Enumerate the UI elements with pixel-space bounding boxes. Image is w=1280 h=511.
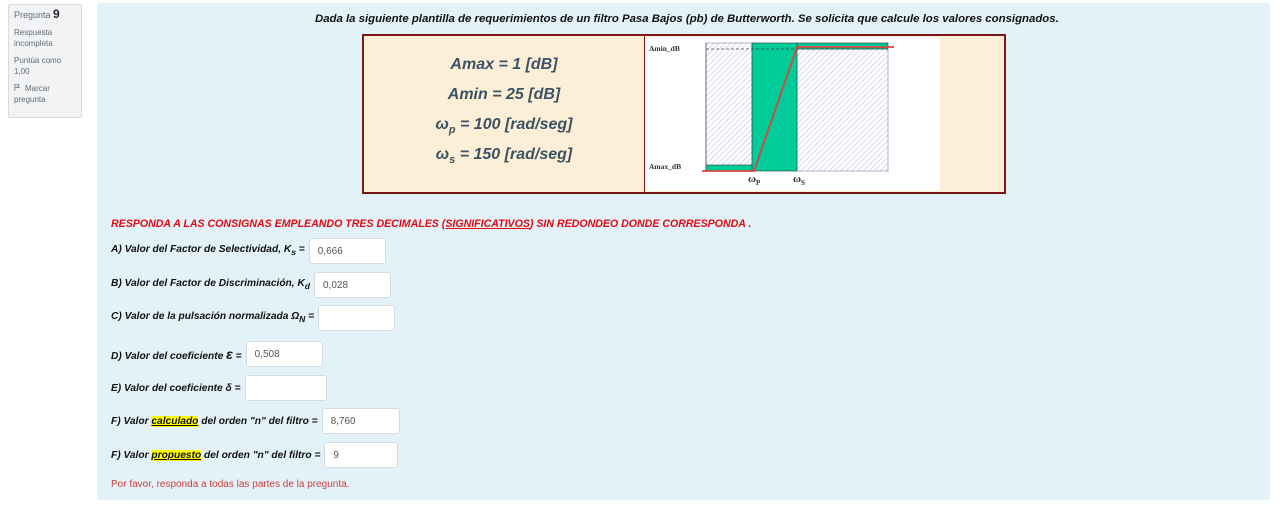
field-f1-rest: del orden "n" del filtro = — [198, 415, 318, 427]
instruction-text: RESPONDA A LAS CONSIGNAS EMPLEANDO TRES … — [111, 218, 751, 230]
field-row-d: D) Valor del coeficiente ε = — [111, 341, 323, 367]
field-f2-prefix: F) Valor — [111, 449, 152, 461]
field-label-b-sub: d — [304, 281, 310, 292]
ws-tick-symbol: ω — [793, 173, 802, 185]
field-label-f-proposed: F) Valor propuesto del orden "n" del fil… — [111, 449, 321, 461]
wp-tick-label: ωP — [748, 173, 760, 187]
filter-response-curve — [702, 46, 894, 172]
question-number-value: 9 — [53, 7, 60, 21]
field-label-a: A) Valor del Factor de Selectividad, Ks … — [111, 244, 305, 257]
wp-subscript: p — [448, 124, 456, 137]
filter-template-svg — [702, 42, 894, 172]
normalized-pulsation-input[interactable] — [318, 305, 396, 331]
amax-axis-label: Amax_dB — [649, 162, 682, 171]
field-label-c-text: C) Valor de la pulsación normalizada Ω — [111, 311, 300, 323]
question-status: Respuesta incompleta — [14, 28, 53, 48]
flag-icon — [14, 84, 20, 91]
field-label-c-sub: N — [299, 314, 306, 325]
proposed-order-input[interactable] — [324, 442, 399, 468]
question-label: Pregunta — [14, 10, 51, 20]
field-row-b: B) Valor del Factor de Discriminación, K… — [111, 272, 391, 298]
param-ws: ωs = 150 [rad/seg] — [364, 146, 644, 166]
epsilon-coefficient-input[interactable] — [245, 341, 323, 367]
epsilon-symbol: ε — [226, 346, 233, 362]
filter-template-graph: Amin_dB Amax_dB ωP ωS — [646, 37, 940, 191]
question-content: Dada la siguiente plantilla de requerimi… — [97, 3, 1270, 500]
stopband-hatch — [796, 48, 889, 172]
instruction-after: ) SIN REDONDEO DONDE CORRESPONDA . — [529, 218, 752, 230]
field-label-a-suffix: = — [295, 244, 305, 256]
ws-subscript: s — [449, 154, 456, 167]
question-title: Dada la siguiente plantilla de requerimi… — [315, 13, 1059, 25]
field-label-c: C) Valor de la pulsación normalizada ΩN … — [111, 311, 314, 324]
ws-tick-subscript: S — [801, 179, 805, 188]
field-label-f-calculated: F) Valor calculado del orden "n" del fil… — [111, 415, 318, 427]
question-number: Pregunta 9 — [14, 7, 76, 21]
field-row-c: C) Valor de la pulsación normalizada ΩN … — [111, 305, 396, 331]
question-score: Puntúa como 1,00 — [14, 56, 62, 76]
wp-value: = 100 [rad/seg] — [455, 116, 573, 133]
stopband-fill — [796, 42, 889, 50]
amin-axis-label: Amin_dB — [649, 44, 680, 53]
field-row-e: E) Valor del coeficiente δ = — [111, 375, 327, 401]
flag-question-link[interactable]: Marcar pregunta — [14, 83, 76, 105]
ws-value: = 150 [rad/seg] — [455, 146, 573, 163]
field-label-b: B) Valor del Factor de Discriminación, K… — [111, 278, 310, 291]
param-amin: Amin = 25 [dB] — [447, 86, 561, 103]
instruction-before: RESPONDA A LAS CONSIGNAS EMPLEANDO TRES … — [111, 218, 446, 230]
field-row-f-calculated: F) Valor calculado del orden "n" del fil… — [111, 408, 400, 434]
wp-tick-subscript: P — [756, 179, 761, 188]
flag-label: Marcar pregunta — [14, 84, 50, 104]
field-label-d-suffix: = — [232, 351, 242, 362]
field-label-d-text: D) Valor del coeficiente — [111, 351, 227, 362]
wp-symbol: ω — [435, 116, 449, 133]
field-label-d: D) Valor del coeficiente ε = — [111, 346, 242, 362]
validation-warning: Por favor, responda a todas las partes d… — [111, 479, 350, 490]
field-f2-highlight: propuesto — [151, 449, 202, 461]
selectivity-factor-input[interactable] — [308, 238, 386, 264]
discrimination-factor-input[interactable] — [314, 272, 391, 298]
field-label-a-sub: s — [291, 247, 296, 258]
param-amax: Amax = 1 [dB] — [450, 56, 558, 73]
delta-coefficient-input[interactable] — [244, 375, 327, 401]
box-divider — [644, 36, 645, 192]
field-row-f-proposed: F) Valor propuesto del orden "n" del fil… — [111, 442, 399, 468]
field-label-a-text: A) Valor del Factor de Selectividad, K — [111, 244, 292, 256]
question-info: Pregunta 9 Respuesta incompleta Puntúa c… — [8, 4, 82, 118]
field-row-a: A) Valor del Factor de Selectividad, Ks … — [111, 238, 386, 264]
field-f1-prefix: F) Valor — [111, 415, 152, 427]
passband-hatch — [705, 42, 753, 172]
instruction-underlined: SIGNIFICATIVOS — [445, 218, 530, 230]
field-f2-rest: del orden "n" del filtro = — [201, 449, 321, 461]
calculated-order-input[interactable] — [321, 408, 400, 434]
field-label-c-suffix: = — [305, 311, 315, 323]
wp-tick-symbol: ω — [748, 173, 757, 185]
ws-tick-label: ωS — [793, 173, 805, 187]
transition-band — [751, 42, 798, 172]
requirements-box: Amax = 1 [dB] Amin = 25 [dB] ωp = 100 [r… — [362, 34, 1006, 194]
field-f1-highlight: calculado — [151, 415, 199, 427]
field-label-b-text: B) Valor del Factor de Discriminación, K — [111, 278, 305, 290]
ws-symbol: ω — [435, 146, 450, 163]
param-wp: ωp = 100 [rad/seg] — [364, 116, 644, 136]
field-label-e: E) Valor del coeficiente δ = — [111, 382, 241, 394]
